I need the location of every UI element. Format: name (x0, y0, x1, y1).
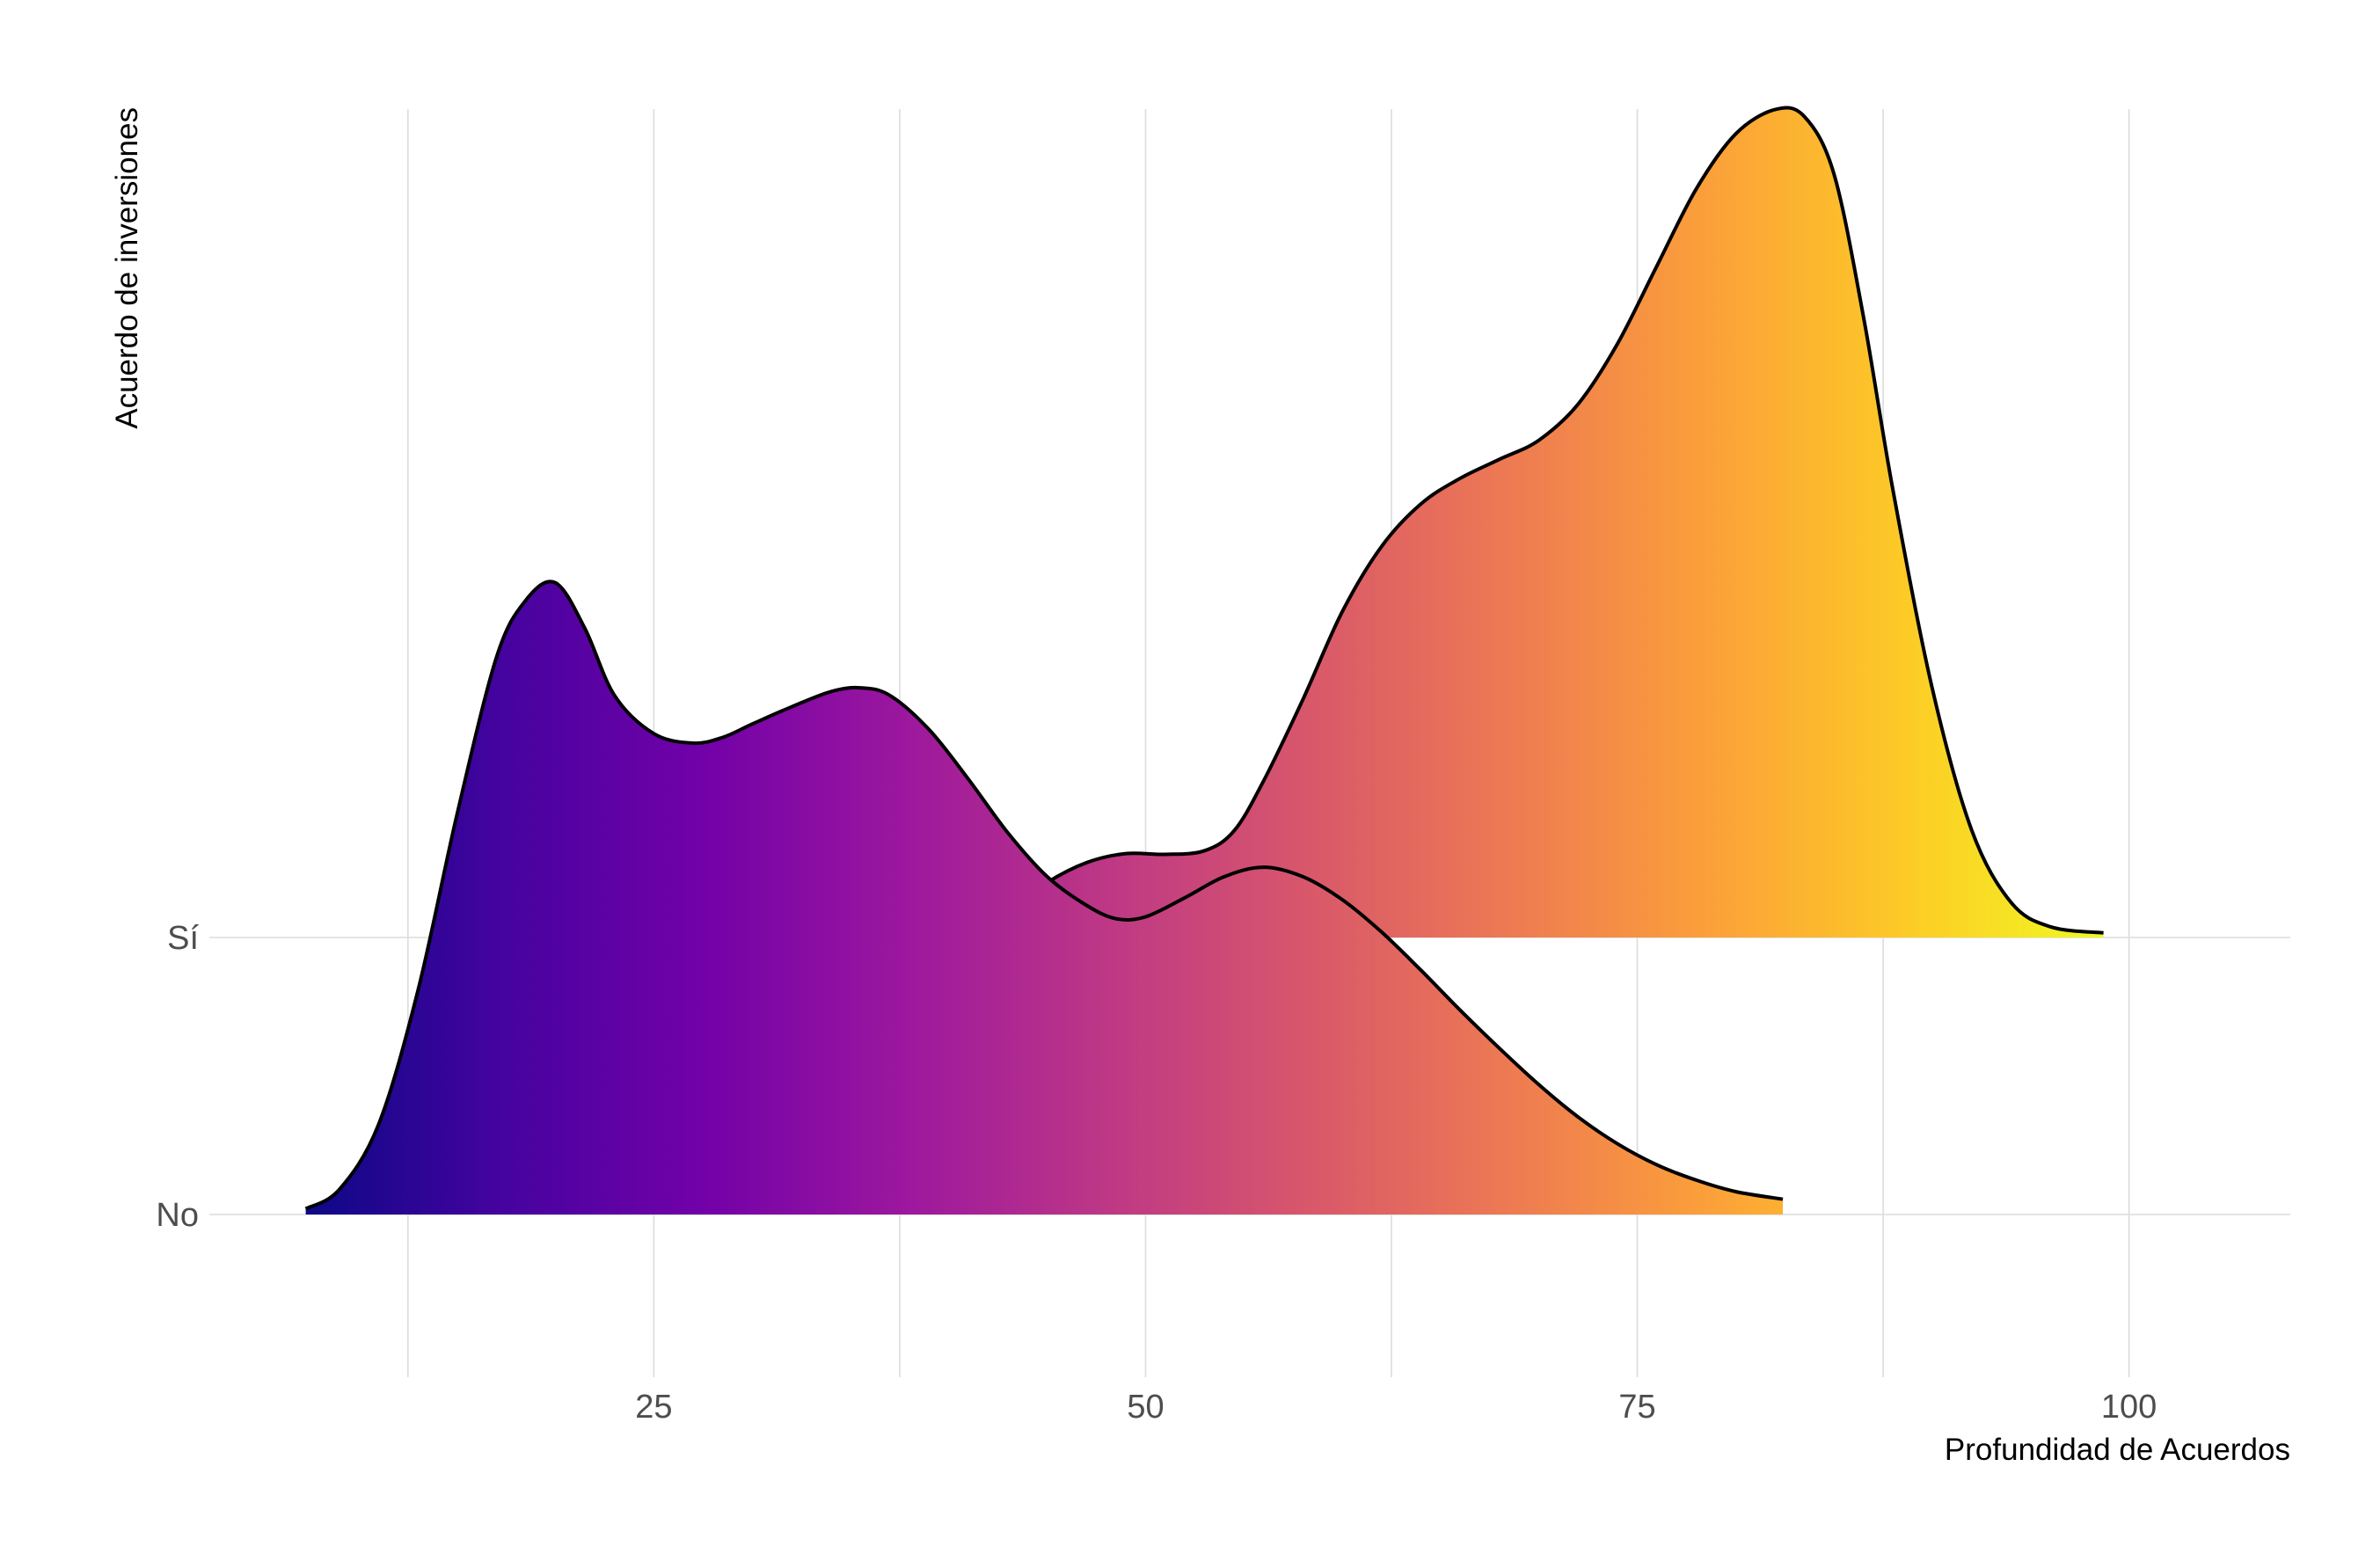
x-tick-label: 50 (1127, 1389, 1164, 1426)
x-tick-label: 100 (2101, 1389, 2157, 1426)
x-tick-label: 75 (1618, 1389, 1655, 1426)
x-tick-label: 25 (635, 1389, 672, 1426)
ridge-fill-no (305, 581, 1784, 1215)
y-axis-ticks: No Sí (156, 920, 199, 1234)
y-tick-label: No (156, 1197, 199, 1234)
ridge-outline-si (1011, 106, 2104, 935)
ridge-outline-no (304, 580, 1784, 1211)
y-axis-title: Acuerdo de inversiones (110, 107, 144, 429)
ridges (304, 106, 2104, 1215)
x-axis-title: Profundidad de Acuerdos (1945, 1433, 2290, 1467)
y-tick-label: Sí (167, 920, 199, 957)
ridge-fill-si (1011, 107, 2104, 938)
x-axis-ticks: 25 50 75 100 (635, 1389, 2157, 1426)
